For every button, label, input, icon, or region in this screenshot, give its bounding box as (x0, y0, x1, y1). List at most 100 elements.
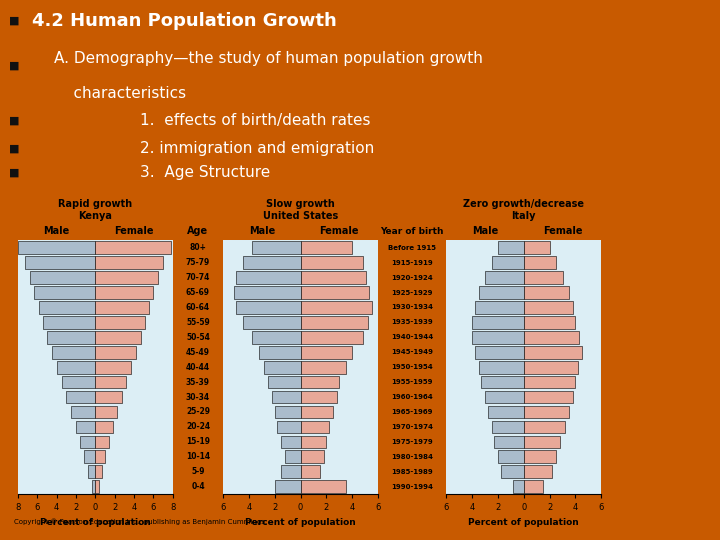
Bar (282, 465, 301, 478)
Bar (35, 286, 95, 299)
Text: 60-64: 60-64 (186, 303, 210, 312)
Text: 1975-1979: 1975-1979 (392, 439, 433, 445)
Bar (80, 435, 95, 448)
Bar (523, 256, 556, 269)
Bar (95, 435, 109, 448)
Bar (301, 391, 337, 403)
Bar (277, 421, 301, 433)
Bar (243, 316, 301, 329)
Bar (95, 256, 163, 269)
Bar (301, 346, 352, 359)
Bar (485, 391, 523, 403)
X-axis label: Percent of population: Percent of population (40, 518, 150, 526)
Bar (301, 480, 346, 493)
Text: 3.  Age Structure: 3. Age Structure (140, 165, 271, 180)
Bar (236, 271, 301, 284)
Bar (40, 301, 95, 314)
Bar (301, 256, 363, 269)
Bar (523, 301, 573, 314)
Bar (472, 316, 523, 329)
Text: 1.  effects of birth/death rates: 1. effects of birth/death rates (140, 113, 371, 129)
Text: 50-54: 50-54 (186, 333, 210, 342)
Bar (301, 406, 333, 419)
Text: 1915-1919: 1915-1919 (392, 260, 433, 266)
Text: 75-79: 75-79 (186, 258, 210, 267)
Text: 40-44: 40-44 (186, 363, 210, 372)
Bar (301, 435, 326, 448)
Bar (47, 331, 95, 343)
Text: 1920-1924: 1920-1924 (392, 275, 433, 281)
Text: Male: Male (249, 226, 275, 236)
Bar (523, 331, 580, 343)
Bar (95, 316, 145, 329)
Bar (95, 301, 148, 314)
Text: ■: ■ (9, 116, 19, 126)
X-axis label: Percent of population: Percent of population (469, 518, 579, 526)
Text: 25-29: 25-29 (186, 408, 210, 416)
Bar (66, 391, 95, 403)
Bar (301, 421, 329, 433)
Bar (474, 346, 523, 359)
Text: 0-4: 0-4 (192, 482, 204, 491)
Bar (479, 361, 523, 374)
Bar (301, 361, 346, 374)
Bar (513, 480, 523, 493)
Bar (485, 271, 523, 284)
Bar (95, 421, 113, 433)
Text: 1945-1949: 1945-1949 (391, 349, 433, 355)
Bar (243, 256, 301, 269)
Text: 1955-1959: 1955-1959 (392, 379, 433, 385)
Bar (301, 301, 372, 314)
X-axis label: Percent of population: Percent of population (246, 518, 356, 526)
Bar (492, 421, 523, 433)
Bar (95, 271, 158, 284)
Text: 1950-1954: 1950-1954 (392, 364, 433, 370)
Bar (43, 316, 95, 329)
Bar (301, 376, 339, 388)
Bar (259, 346, 301, 359)
Bar (523, 391, 573, 403)
Bar (24, 256, 95, 269)
Bar (272, 391, 301, 403)
Bar (487, 406, 523, 419)
Bar (71, 406, 95, 419)
Bar (301, 331, 363, 343)
Text: Male: Male (44, 226, 70, 236)
Bar (285, 450, 301, 463)
Bar (479, 286, 523, 299)
Bar (91, 480, 95, 493)
Text: 15-19: 15-19 (186, 437, 210, 447)
Text: Rapid growth
Kenya: Rapid growth Kenya (58, 199, 132, 221)
Bar (523, 286, 569, 299)
Bar (498, 450, 523, 463)
Bar (523, 376, 575, 388)
Text: 1940-1944: 1940-1944 (391, 334, 433, 340)
Bar (523, 480, 543, 493)
Bar (523, 316, 575, 329)
Text: 55-59: 55-59 (186, 318, 210, 327)
Text: 1935-1939: 1935-1939 (392, 320, 433, 326)
Bar (523, 435, 560, 448)
Bar (523, 450, 556, 463)
Text: Female: Female (543, 226, 582, 236)
Bar (88, 465, 95, 478)
Bar (236, 301, 301, 314)
Bar (95, 406, 117, 419)
Bar (95, 331, 141, 343)
Text: 10-14: 10-14 (186, 453, 210, 461)
Text: Age: Age (187, 226, 209, 236)
Text: 1970-1974: 1970-1974 (391, 424, 433, 430)
Text: Copyright © Pearson Education Inc., publishing as Benjamin Cummings.: Copyright © Pearson Education Inc., publ… (14, 518, 268, 525)
Bar (61, 376, 95, 388)
Bar (523, 421, 565, 433)
Text: 2. immigration and emigration: 2. immigration and emigration (140, 141, 374, 156)
Text: 65-69: 65-69 (186, 288, 210, 297)
Bar (472, 331, 523, 343)
Bar (251, 241, 301, 254)
Bar (95, 361, 131, 374)
Bar (498, 241, 523, 254)
Bar (523, 406, 569, 419)
Bar (523, 271, 562, 284)
Bar (301, 241, 352, 254)
Bar (492, 256, 523, 269)
